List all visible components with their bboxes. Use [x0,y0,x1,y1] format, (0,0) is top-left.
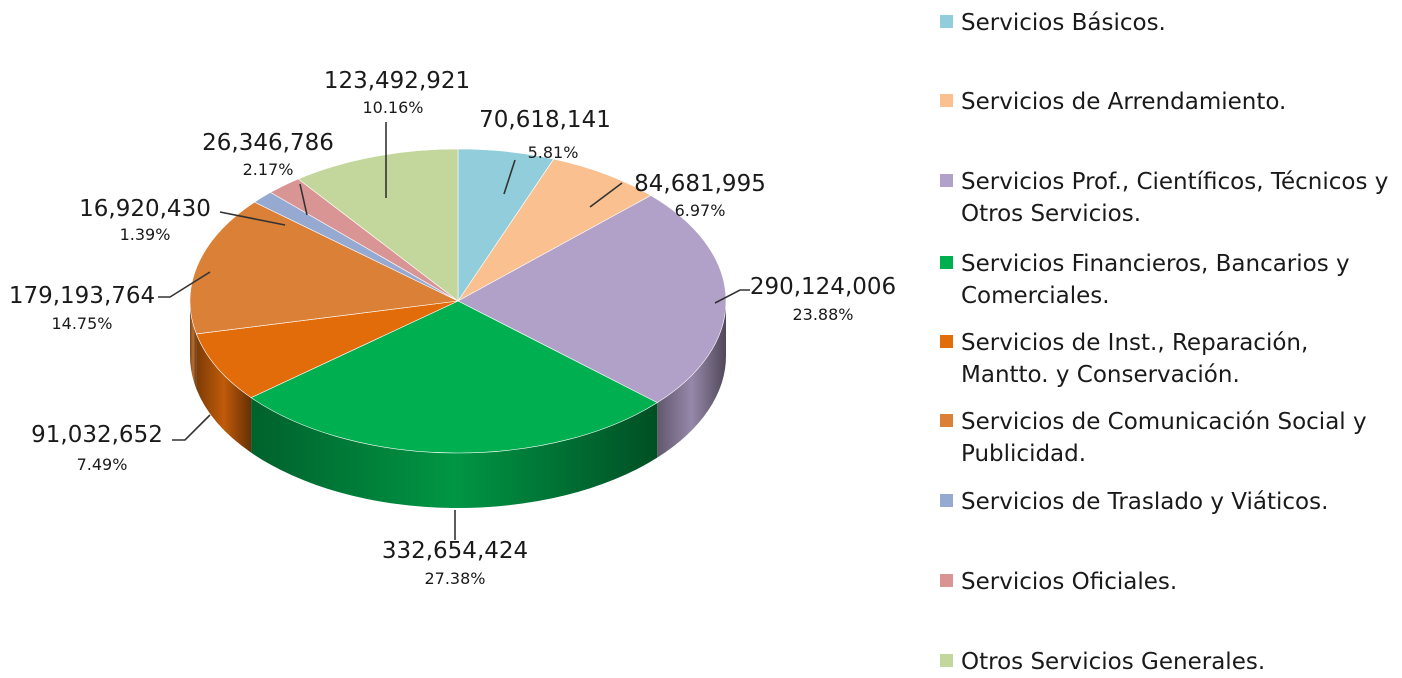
pie-side-4 [251,397,658,508]
percent-label-8: 2.17% [243,160,294,179]
leader-line-6 [158,271,211,298]
legend-label: Servicios de Inst., Reparación, Mantto. … [961,330,1309,388]
value-label-5: 91,032,652 [31,422,163,448]
legend-label: Otros Servicios Generales. [961,649,1266,675]
percent-label-3: 23.88% [792,305,853,324]
leader-line-3 [714,289,750,304]
legend-swatch [940,335,953,348]
pie-slice-6 [189,201,460,335]
pie-side-6 [190,301,197,389]
value-label-9: 123,492,921 [324,68,470,94]
pie-slice-3 [457,195,727,403]
value-label-6: 179,193,764 [9,283,155,309]
legend-swatch [940,494,953,507]
pie-sides [190,301,726,508]
legend: Servicios Básicos. Servicios de Arrendami… [940,0,1400,675]
pie-side-5 [196,333,252,453]
value-label-2: 84,681,995 [634,171,766,197]
percent-label-7: 1.39% [120,225,171,244]
legend-item: Servicios Prof., Científicos, Técnicos y… [940,166,1391,230]
value-label-4: 332,654,424 [382,538,528,564]
legend-swatch [940,15,953,28]
pie-tops [189,148,727,454]
legend-label: Servicios Prof., Científicos, Técnicos y… [961,169,1389,227]
legend-swatch [940,94,953,107]
legend-label: Servicios de Traslado y Viáticos. [961,489,1329,515]
legend-item: Servicios Oficiales. [940,566,1391,598]
pie-slice-5 [195,300,459,398]
legend-item: Servicios de Arrendamiento. [940,86,1391,118]
data-labels: 70,618,141 5.81% 84,681,995 6.97% 290,124,00… [9,68,896,588]
percent-label-6: 14.75% [51,314,112,333]
leader-line-2 [589,182,623,208]
percent-label-1: 5.81% [528,143,579,162]
pie-chart: 70,618,141 5.81% 84,681,995 6.97% 290,124,00… [9,68,896,588]
pie-slice-2 [457,158,652,302]
legend-item: Servicios de Inst., Reparación, Mantto. … [940,327,1391,391]
legend-swatch [940,574,953,587]
pie-side-3 [657,301,726,458]
legend-swatch [940,414,953,427]
legend-item: Servicios de Traslado y Viáticos. [940,486,1391,518]
legend-swatch [940,256,953,269]
value-label-1: 70,618,141 [479,107,611,133]
legend-label: Servicios Básicos. [961,10,1166,36]
legend-swatch [940,654,953,667]
value-label-7: 16,920,430 [79,196,211,222]
leader-line-7 [219,211,286,226]
legend-label: Servicios de Arrendamiento. [961,89,1287,115]
percent-label-5: 7.49% [77,455,128,474]
legend-label: Servicios Oficiales. [961,569,1178,595]
value-label-3: 290,124,006 [750,274,896,300]
leader-line-8 [299,183,308,216]
legend-label: Servicios de Comunicación Social y Publi… [961,409,1367,467]
legend-swatch [940,174,953,187]
legend-label: Servicios Financieros, Bancarios y Comer… [961,251,1350,309]
legend-item: Otros Servicios Generales. [940,646,1391,678]
legend-item: Servicios Básicos. [940,7,1391,39]
percent-label-9: 10.16% [362,98,423,117]
value-label-8: 26,346,786 [202,130,334,156]
leader-line-1 [503,159,516,195]
legend-item: Servicios Financieros, Bancarios y Comer… [940,248,1391,312]
leader-line-5 [172,414,211,441]
legend-item: Servicios de Comunicación Social y Publi… [940,406,1391,470]
percent-label-2: 6.97% [675,201,726,220]
pie-slice-9 [297,148,459,302]
pie-slice-4 [250,300,658,454]
percent-label-4: 27.38% [424,569,485,588]
